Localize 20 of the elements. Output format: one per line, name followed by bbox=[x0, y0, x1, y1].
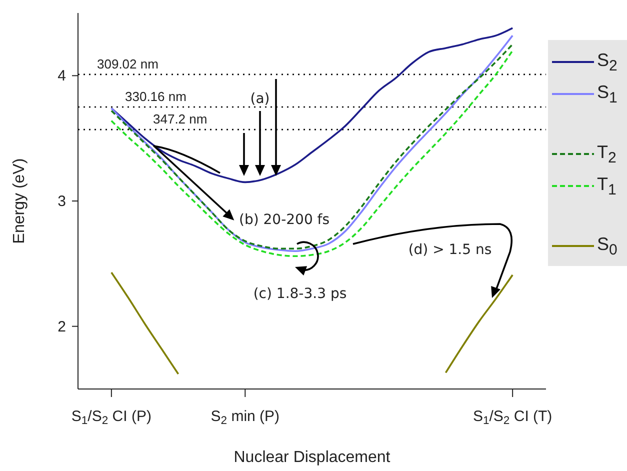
x-axis-title: Nuclear Displacement bbox=[234, 449, 391, 466]
ref-line-label: 330.16 nm bbox=[125, 89, 186, 104]
x-tick-label: S$_{1}$/S$_{2}$ CI (P) bbox=[71, 408, 152, 428]
annotation: (c) 1.8-3.3 ps bbox=[253, 286, 347, 302]
y-tick-label: 2 bbox=[58, 318, 66, 336]
annotation: (b) 20-200 fs bbox=[239, 212, 330, 228]
annotation: (d) > 1.5 ns bbox=[408, 242, 492, 258]
legend-label: T$_{2}$ bbox=[597, 142, 616, 166]
y-tick-label: 3 bbox=[58, 193, 66, 210]
legend-label: S$_{1}$ bbox=[597, 82, 618, 106]
ref-line-label: 347.2 nm bbox=[153, 112, 208, 127]
x-tick-label: S$_{2}$ min (P) bbox=[210, 408, 280, 428]
legend-label: S$_{2}$ bbox=[597, 50, 618, 74]
x-tick-label: S$_{1}$/S$_{2}$ CI (T) bbox=[472, 408, 552, 428]
y-axis-title: Energy (eV) bbox=[11, 158, 28, 244]
legend-label: T$_{1}$ bbox=[597, 174, 616, 198]
ref-line-label: 309.02 nm bbox=[97, 56, 158, 72]
legend-label: S$_{0}$ bbox=[597, 234, 618, 258]
annotation: (a) bbox=[250, 91, 270, 107]
y-tick-label: 4 bbox=[58, 68, 66, 85]
